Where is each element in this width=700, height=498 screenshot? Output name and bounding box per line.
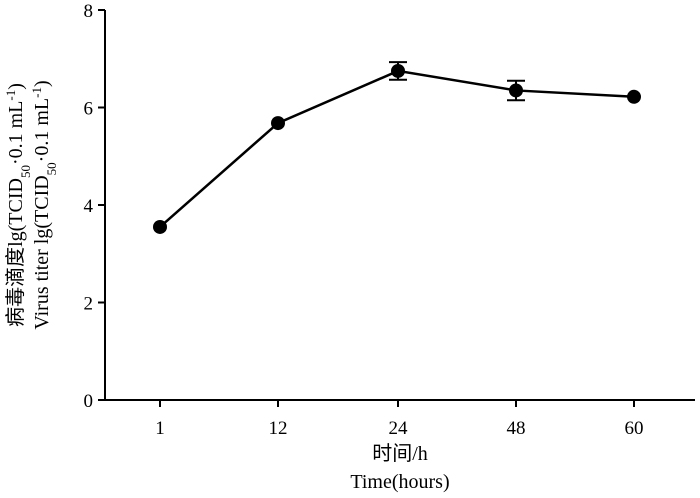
y-label-cn-main: 病毒滴度lg(TCID [4, 178, 27, 327]
y-label-en-sub: 50 [44, 162, 59, 175]
y-tick-label: 4 [84, 196, 94, 217]
y-tick-label: 8 [84, 1, 94, 22]
y-label-en-sup: -1 [29, 87, 44, 98]
y-tick-label: 0 [84, 391, 94, 412]
data-point [153, 219, 167, 234]
x-ticks: 1 12 24 48 60 [155, 400, 644, 439]
data-point [627, 89, 641, 104]
y-axis-label-en: Virus titer lg(TCID50·0.1 mL-1) [29, 80, 59, 329]
data-point [509, 83, 523, 98]
y-tick-label: 2 [84, 294, 94, 315]
series-line [159, 69, 635, 228]
data-point [391, 63, 405, 78]
x-tick-label: 1 [155, 418, 165, 439]
y-label-cn-end: ) [5, 83, 27, 90]
y-label-en-end: ) [31, 80, 53, 87]
x-axis-label: 时间/h [372, 442, 428, 465]
y-axis-label-cn: 病毒滴度lg(TCID50·0.1 mL-1) [3, 83, 33, 327]
y-tick-label: 6 [84, 99, 94, 120]
x-axis-label-en: Time(hours) [350, 471, 449, 493]
y-label-cn-tail: ·0.1 mL [5, 101, 27, 165]
y-ticks: 0 2 4 6 8 [84, 1, 105, 412]
y-label-en-main: Virus titer lg(TCID [31, 175, 53, 329]
series [153, 61, 641, 234]
y-label-en-tail: ·0.1 mL [31, 98, 53, 162]
y-label-cn-sup: -1 [3, 90, 18, 101]
data-point [271, 116, 285, 131]
x-tick-label: 12 [269, 418, 288, 439]
x-tick-label: 24 [389, 418, 409, 439]
x-tick-label: 60 [625, 418, 644, 439]
x-tick-label: 48 [507, 418, 526, 439]
y-label-cn-sub: 50 [18, 165, 33, 178]
